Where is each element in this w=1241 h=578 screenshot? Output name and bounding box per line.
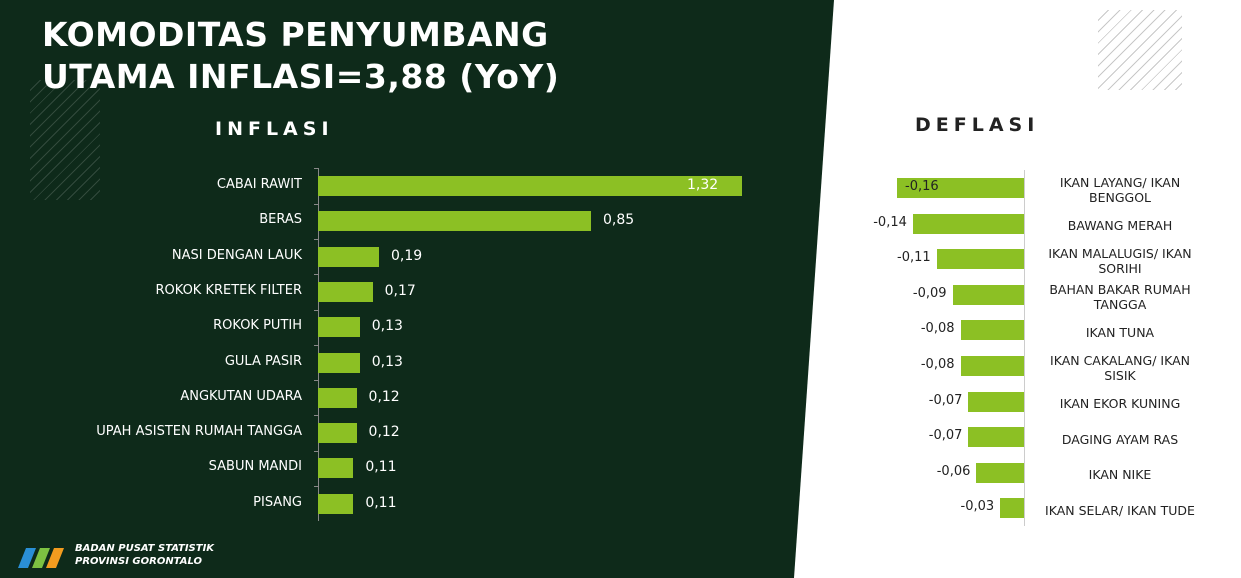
value-label: 0,12 (368, 424, 400, 441)
value-label: -0,08 (920, 321, 955, 337)
tick (314, 450, 318, 452)
value-label: -0,03 (960, 499, 995, 515)
tick (314, 274, 318, 276)
category-label: DAGING AYAM RAS (1061, 431, 1179, 447)
category-label: BAWANG MERAH (1067, 218, 1173, 234)
category-label: ROKOK KRETEK FILTER (155, 282, 302, 298)
dark-panel (0, 0, 834, 578)
bar (960, 320, 1024, 341)
tick (314, 168, 318, 170)
category-label: GULA PASIR (224, 353, 302, 369)
footer-text: PROVINSI GORONTALO (75, 556, 202, 567)
category-label: IKAN MALALUGIS/ IKAN SORIHI (1048, 246, 1192, 277)
bar (976, 462, 1024, 483)
hatch-decoration (30, 80, 100, 200)
value-label: 1,32 (687, 177, 719, 193)
value-label: -0,08 (920, 357, 955, 372)
value-label: -0,14 (873, 214, 907, 230)
category-label: PISANG (253, 494, 302, 510)
logo (18, 548, 64, 568)
category-label: SABUN MANDI (208, 459, 302, 475)
title: KOMODITAS PENYUMBANG UTAMA INFLASI=3,88 … (42, 14, 559, 98)
category-label: ANGKUTAN UDARA (180, 388, 302, 404)
category-label: BAHAN BAKAR RUMAH TANGGA (1049, 281, 1191, 312)
value-label: -0,11 (897, 250, 931, 266)
bar (968, 427, 1024, 448)
bar (960, 356, 1024, 376)
axis-line (1024, 170, 1025, 527)
bar (912, 213, 1024, 234)
bar (318, 317, 360, 338)
chart-title: DEFLASI (915, 114, 1040, 136)
value-label: -0,07 (928, 428, 963, 444)
bar (952, 284, 1024, 305)
category-label: ROKOK PUTIH (213, 318, 302, 334)
title-line: KOMODITAS PENYUMBANG (42, 15, 549, 54)
tick (314, 238, 318, 240)
value-label: 0,13 (371, 353, 403, 370)
category-label: IKAN NIKE (1088, 467, 1152, 483)
value-label: 0,11 (365, 494, 397, 511)
value-label: 0,17 (384, 282, 416, 299)
bar (1000, 498, 1024, 519)
bar (968, 391, 1024, 412)
tick (314, 415, 318, 417)
bar (318, 246, 380, 267)
category-label: IKAN LAYANG/ IKAN BENGGOL (1059, 175, 1181, 205)
value-label: -0,06 (936, 463, 971, 479)
value-label: 0,13 (371, 318, 403, 335)
bar (318, 493, 354, 514)
category-label: CABAI RAWIT (216, 177, 302, 192)
category-label: IKAN EKOR KUNING (1059, 396, 1181, 412)
value-label: -0,07 (928, 392, 963, 408)
axis-line (318, 168, 319, 522)
bar (936, 249, 1024, 270)
tick (314, 486, 318, 488)
footer-text: BADAN PUSAT STATISTIK (75, 543, 215, 554)
bar (897, 178, 1024, 198)
bar (318, 387, 357, 408)
tick (314, 380, 318, 382)
value-label: 0,11 (365, 459, 397, 476)
category-label: IKAN SELAR/ IKAN TUDE (1045, 502, 1195, 518)
value-label: 0,12 (368, 388, 400, 405)
category-label: IKAN CAKALANG/ IKAN SISIK (1050, 353, 1190, 383)
tick (314, 203, 318, 205)
bar (318, 352, 360, 373)
bar (318, 458, 354, 479)
value-label: -0,16 (905, 179, 939, 194)
bar (318, 281, 373, 302)
bar (318, 211, 592, 232)
title-line: UTAMA INFLASI=3,88 (YoY) (42, 57, 560, 96)
category-label: UPAH ASISTEN RUMAH TANGGA (96, 424, 302, 440)
value-label: -0,09 (912, 285, 947, 301)
value-label: 0,85 (603, 212, 635, 229)
value-label: 0,19 (391, 247, 423, 264)
category-label: IKAN TUNA (1085, 324, 1155, 340)
category-label: BERAS (259, 212, 302, 228)
bar (318, 176, 742, 196)
category-label: NASI DENGAN LAUK (171, 247, 302, 263)
tick (314, 344, 318, 346)
chart-title: INFLASI (215, 118, 334, 140)
bar (318, 423, 357, 444)
tick (314, 309, 318, 311)
